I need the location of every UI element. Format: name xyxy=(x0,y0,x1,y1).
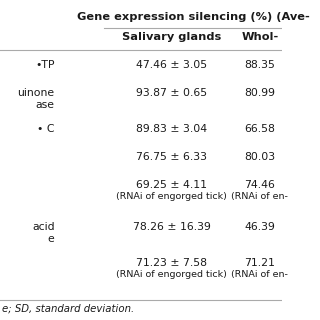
Text: 69.25 ± 4.11: 69.25 ± 4.11 xyxy=(136,180,207,190)
Text: Salivary glands: Salivary glands xyxy=(122,32,221,42)
Text: (RNAi of engorged tick): (RNAi of engorged tick) xyxy=(116,270,227,279)
Text: acid
e: acid e xyxy=(32,222,55,244)
Text: 71.21: 71.21 xyxy=(244,258,275,268)
Text: Gene expression silencing (%) (Ave-: Gene expression silencing (%) (Ave- xyxy=(76,12,309,22)
Text: 88.35: 88.35 xyxy=(244,60,275,70)
Text: (RNAi of en-: (RNAi of en- xyxy=(231,192,288,201)
Text: 89.83 ± 3.04: 89.83 ± 3.04 xyxy=(136,124,207,134)
Text: 76.75 ± 6.33: 76.75 ± 6.33 xyxy=(136,152,207,162)
Text: • C: • C xyxy=(37,124,55,134)
Text: 46.39: 46.39 xyxy=(244,222,275,232)
Text: 80.03: 80.03 xyxy=(244,152,276,162)
Text: 80.99: 80.99 xyxy=(244,88,276,98)
Text: 47.46 ± 3.05: 47.46 ± 3.05 xyxy=(136,60,207,70)
Text: (RNAi of en-: (RNAi of en- xyxy=(231,270,288,279)
Text: e; SD, standard deviation.: e; SD, standard deviation. xyxy=(2,304,134,314)
Text: 66.58: 66.58 xyxy=(244,124,275,134)
Text: (RNAi of engorged tick): (RNAi of engorged tick) xyxy=(116,192,227,201)
Text: uinone
ase: uinone ase xyxy=(18,88,55,110)
Text: 74.46: 74.46 xyxy=(244,180,275,190)
Text: •TP: •TP xyxy=(35,60,55,70)
Text: Whol-: Whol- xyxy=(241,32,278,42)
Text: 71.23 ± 7.58: 71.23 ± 7.58 xyxy=(136,258,207,268)
Text: 93.87 ± 0.65: 93.87 ± 0.65 xyxy=(136,88,207,98)
Text: 78.26 ± 16.39: 78.26 ± 16.39 xyxy=(133,222,211,232)
